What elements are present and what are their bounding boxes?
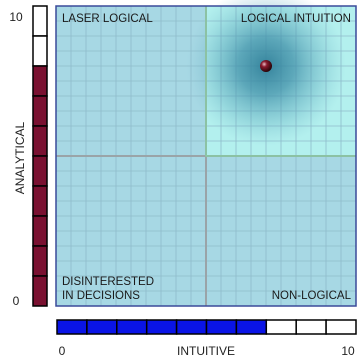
- y-meter-segment: [32, 215, 48, 247]
- y-meter-segment: [32, 125, 48, 157]
- y-meter-segment: [32, 155, 48, 187]
- x-axis-label: INTUITIVE: [177, 344, 235, 358]
- x-meter-segment: [295, 319, 327, 335]
- analytical-meter: [32, 5, 48, 307]
- x-meter-segment: [145, 319, 178, 335]
- quadrant-label-top-right: LOGICAL INTUITION: [241, 13, 351, 25]
- x-meter-segment: [205, 319, 238, 335]
- x-meter-segment: [235, 319, 268, 335]
- point-glow: [186, 0, 346, 146]
- y-meter-segment: [32, 5, 48, 37]
- x-meter-segment: [325, 319, 357, 335]
- data-point: [260, 60, 272, 72]
- x-meter-segment: [116, 319, 148, 335]
- x-tick-min: 0: [59, 344, 66, 358]
- quadrant-label-bottom-left-line2: IN DECISIONS: [62, 290, 140, 302]
- plot-border: [55, 5, 357, 307]
- y-meter-segment: [32, 185, 48, 217]
- intuitive-meter: [56, 319, 357, 335]
- x-meter-segment: [56, 319, 88, 335]
- y-axis-label: ANALYTICAL: [13, 121, 27, 194]
- y-meter-segment: [32, 245, 48, 277]
- quadrant-label-top-left: LASER LOGICAL: [62, 13, 153, 25]
- y-meter-segment: [32, 95, 48, 127]
- quadrant-label-bottom-left-line1: DISINTERESTED: [62, 276, 154, 288]
- y-tick-max: 10: [9, 10, 23, 24]
- y-meter-segment: [32, 65, 48, 97]
- x-meter-segment: [86, 319, 118, 335]
- y-meter-segment: [32, 35, 48, 67]
- x-meter-segment: [265, 319, 297, 335]
- y-tick-min: 0: [13, 294, 20, 308]
- quadrant-label-bottom-right: NON-LOGICAL: [272, 290, 352, 302]
- plot-area: [55, 0, 357, 307]
- x-meter-segment: [175, 319, 208, 335]
- y-meter-segment: [32, 275, 48, 307]
- x-tick-max: 10: [341, 344, 355, 358]
